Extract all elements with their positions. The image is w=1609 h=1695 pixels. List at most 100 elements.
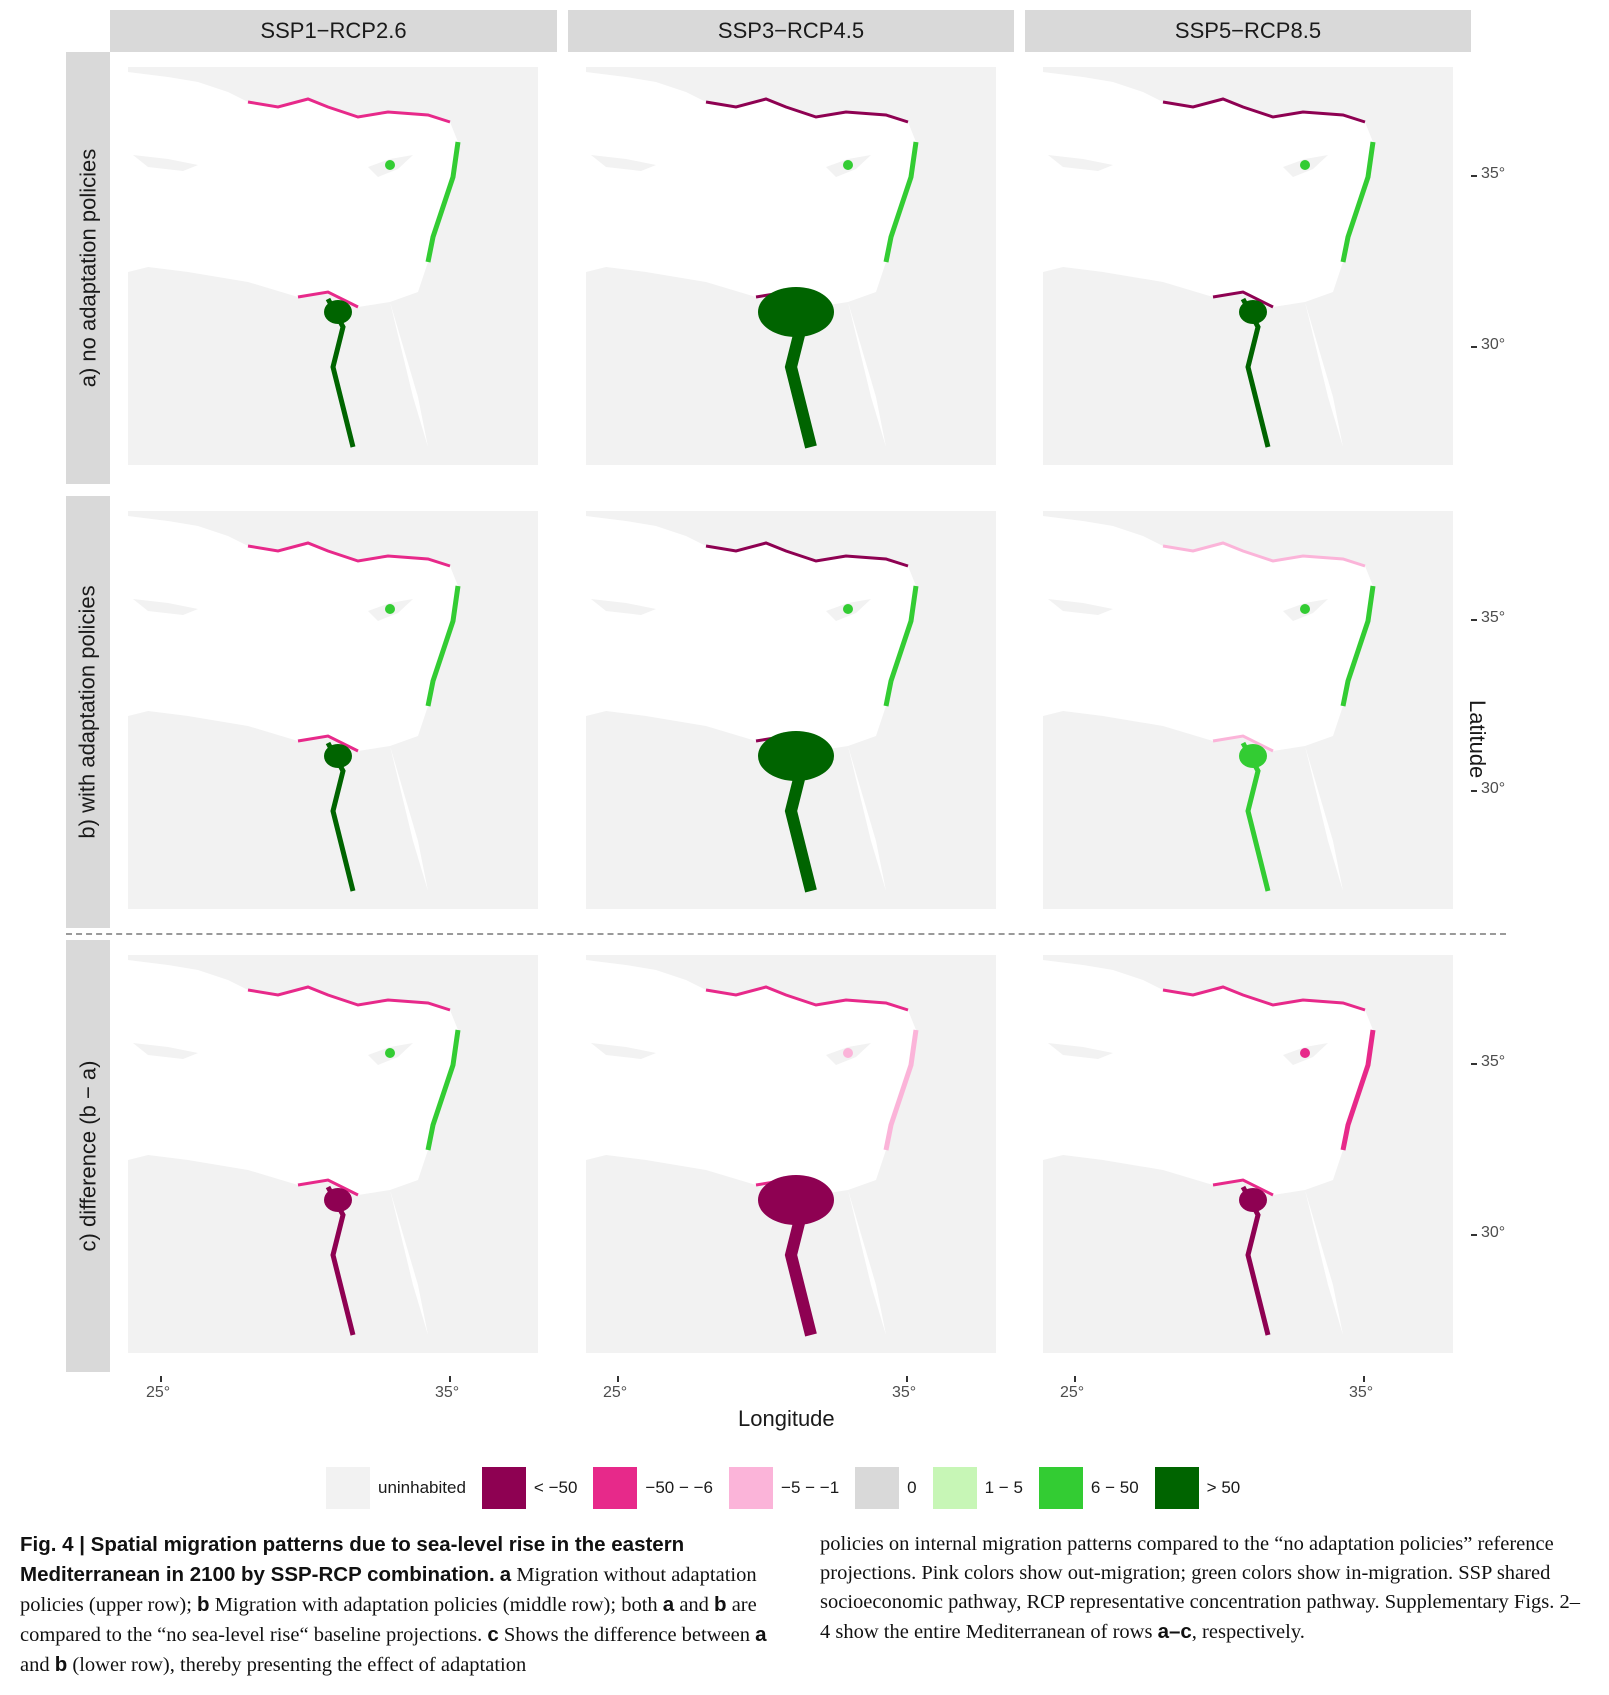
gulf-of-suez xyxy=(848,1190,886,1335)
legend-label: −5 − −1 xyxy=(781,1478,840,1497)
coastline-migration xyxy=(1162,985,1366,1012)
land-area xyxy=(1043,955,1453,1353)
caption-ref: a xyxy=(755,1623,767,1646)
caption-text: (lower row), thereby presenting the effe… xyxy=(67,1654,527,1676)
coastline-migration xyxy=(1162,97,1366,124)
caption-text: and xyxy=(20,1654,55,1676)
nile-delta-migration xyxy=(758,731,834,781)
x-tick-mark xyxy=(160,1376,162,1382)
column-header-label: SSP1−RCP2.6 xyxy=(260,18,407,43)
caption-text: Migration with adaptation policies (midd… xyxy=(209,1594,663,1616)
map-panel xyxy=(1043,67,1453,465)
delta-coast-migration xyxy=(1212,290,1274,309)
gulf-of-suez xyxy=(848,746,886,891)
gulf-of-suez xyxy=(390,746,428,891)
row-header-label: c) difference (b − a) xyxy=(75,1060,100,1252)
levant-coast-migration xyxy=(1340,1029,1376,1151)
map-panel xyxy=(128,955,538,1353)
legend-item: −5 − −1 xyxy=(729,1467,845,1509)
caption-text: , respectively. xyxy=(1191,1621,1305,1643)
nile-delta-migration xyxy=(324,744,352,768)
column-header-label: SSP3−RCP4.5 xyxy=(717,18,865,43)
row-header-a: a) no adaptation policies xyxy=(66,52,110,484)
legend-label: < −50 xyxy=(533,1478,578,1497)
caption-text: Shows the difference between xyxy=(498,1624,756,1646)
nile-delta-migration xyxy=(324,300,352,324)
row-header-label: a) no adaptation policies xyxy=(75,148,100,388)
legend-item: > 50 xyxy=(1154,1467,1247,1509)
cyprus-migration xyxy=(385,1048,395,1058)
x-tick-mark xyxy=(449,1376,451,1382)
legend-item: < −50 xyxy=(481,1467,584,1509)
coastline-migration xyxy=(705,541,909,568)
y-tick-mark xyxy=(1471,1063,1477,1065)
legend-label: 1 − 5 xyxy=(984,1478,1023,1497)
caption-text: Migration without adaptation policies (u… xyxy=(20,1564,757,1616)
figure-caption-left: Fig. 4 | Spatial migration patterns due … xyxy=(20,1530,785,1680)
map-svg xyxy=(586,67,996,465)
coastline-migration xyxy=(1162,541,1366,568)
row-header-label: b) with adaptation policies xyxy=(75,585,100,839)
x-tick-label: 25° xyxy=(146,1384,171,1401)
legend-swatch xyxy=(481,1467,526,1509)
y-tick-label: 35° xyxy=(1481,165,1506,182)
y-tick-mark xyxy=(1471,346,1477,348)
map-svg xyxy=(128,511,538,909)
map-panel xyxy=(128,67,538,465)
land-area xyxy=(586,67,996,465)
map-panel xyxy=(586,67,996,465)
gulf-of-suez xyxy=(848,302,886,447)
column-header-ssp3: SSP3−RCP4.5 xyxy=(568,10,1014,52)
cyprus-migration xyxy=(1300,604,1310,614)
legend-item: −50 − −6 xyxy=(593,1467,719,1509)
y-axis-title: Latitude xyxy=(1465,700,1490,779)
column-header-ssp1: SSP1−RCP2.6 xyxy=(110,10,557,52)
caption-ref: b xyxy=(197,1593,210,1616)
land-area xyxy=(586,511,996,909)
land-area xyxy=(1043,67,1453,465)
x-tick-mark xyxy=(1074,1376,1076,1382)
x-tick-mark xyxy=(906,1376,908,1382)
nile-delta-migration xyxy=(1239,1188,1267,1212)
gulf-of-suez xyxy=(1305,746,1343,891)
legend-item: 1 − 5 xyxy=(932,1467,1029,1509)
column-header-label: SSP5−RCP8.5 xyxy=(1174,18,1322,43)
crete-island xyxy=(591,155,656,171)
row-header-b: b) with adaptation policies xyxy=(66,496,110,928)
levant-coast-migration xyxy=(425,141,461,263)
figure-caption-right: policies on internal migration patterns … xyxy=(820,1530,1590,1647)
legend-swatch xyxy=(326,1467,370,1509)
delta-coast-migration xyxy=(297,734,359,753)
gulf-of-suez xyxy=(1305,302,1343,447)
delta-coast-migration xyxy=(1212,1178,1274,1197)
x-tick-label: 35° xyxy=(1349,1384,1374,1401)
caption-ref: b xyxy=(54,1653,68,1676)
gulf-of-suez xyxy=(390,1190,428,1335)
legend-label: 6 − 50 xyxy=(1090,1478,1139,1497)
crete-island xyxy=(591,1043,656,1059)
column-header-ssp5: SSP5−RCP8.5 xyxy=(1025,10,1471,52)
legend: uninhabited < −50 −50 − −6 −5 − −1 0 1 −… xyxy=(326,1467,1256,1509)
nile-delta-migration xyxy=(1239,744,1267,768)
legend-label: > 50 xyxy=(1206,1478,1241,1497)
map-panel xyxy=(586,955,996,1353)
map-svg xyxy=(128,955,538,1353)
land-area xyxy=(128,955,538,1353)
cyprus-migration xyxy=(843,1048,853,1058)
map-svg xyxy=(1043,67,1453,465)
nile-delta-migration xyxy=(1239,300,1267,324)
caption-ref: a xyxy=(662,1593,675,1616)
legend-label: −50 − −6 xyxy=(645,1478,714,1497)
cyprus-migration xyxy=(843,160,853,170)
map-panel xyxy=(128,511,538,909)
coastline-migration xyxy=(247,541,451,568)
coastline-migration xyxy=(705,97,909,124)
y-tick-mark xyxy=(1471,790,1477,792)
crete-island xyxy=(133,599,198,615)
crete-island xyxy=(133,1043,198,1059)
land-area xyxy=(128,67,538,465)
levant-coast-migration xyxy=(425,585,461,707)
map-svg xyxy=(586,511,996,909)
map-svg xyxy=(1043,955,1453,1353)
y-tick-mark xyxy=(1471,619,1477,621)
